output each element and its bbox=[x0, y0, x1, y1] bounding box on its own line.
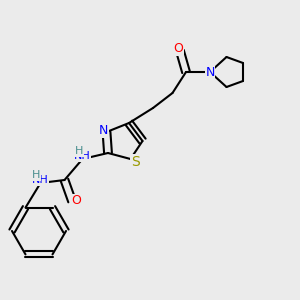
Text: NH: NH bbox=[74, 151, 91, 161]
Text: N: N bbox=[205, 65, 215, 79]
Text: O: O bbox=[72, 194, 81, 208]
Text: N: N bbox=[99, 124, 108, 137]
Text: NH: NH bbox=[32, 175, 49, 185]
Text: O: O bbox=[174, 42, 183, 55]
Text: H: H bbox=[32, 170, 40, 181]
Text: S: S bbox=[130, 155, 140, 169]
Text: H: H bbox=[75, 146, 84, 157]
